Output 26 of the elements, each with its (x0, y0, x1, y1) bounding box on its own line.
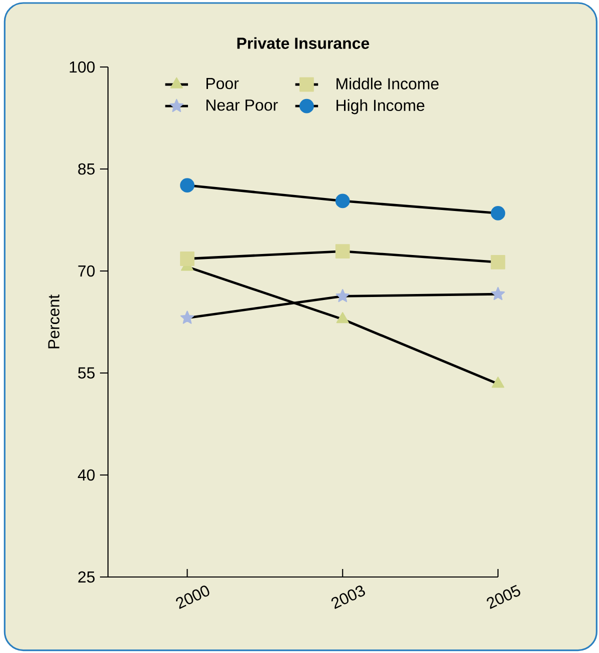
y-tick-label: 40 (78, 469, 95, 481)
y-tick-label: 70 (78, 265, 95, 277)
point (491, 286, 505, 300)
point (180, 178, 194, 193)
legend-label: Middle Income (336, 78, 439, 90)
point (180, 252, 194, 266)
y-tick-label: 55 (78, 367, 95, 379)
point (180, 310, 194, 324)
y-tick-label: 25 (78, 571, 95, 583)
legend-label: Poor (206, 78, 239, 90)
point (335, 194, 350, 208)
y-axis-title: Percent (48, 294, 60, 348)
x-tick-label: 2003 (331, 586, 366, 609)
point (492, 376, 504, 388)
legend-label: High Income (336, 99, 424, 114)
point (490, 254, 506, 270)
point (335, 244, 350, 258)
y-tick-label: 100 (70, 61, 95, 73)
point (336, 288, 350, 302)
legend-label: Near Poor (206, 100, 278, 111)
x-tick-label: 2000 (176, 586, 210, 609)
point (336, 312, 349, 324)
chart-title: Private Insurance (237, 37, 370, 49)
y-tick-label: 85 (78, 163, 95, 175)
point (490, 206, 506, 220)
x-tick-label: 2005 (486, 584, 520, 609)
